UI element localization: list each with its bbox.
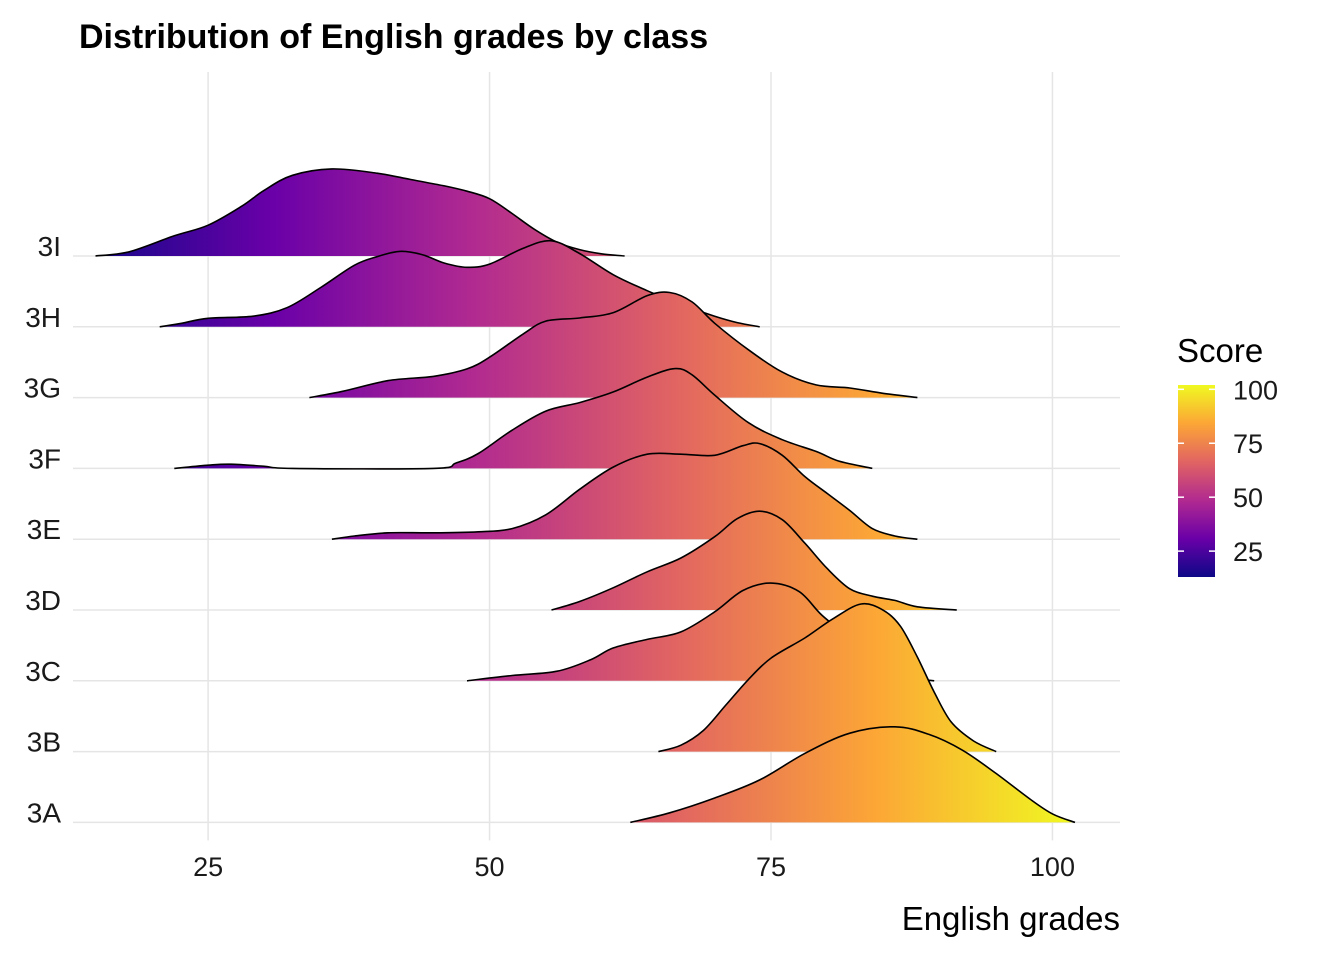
ridge-outline [630,725,1076,824]
category-label: 3H [25,302,61,333]
legend-tick-label: 50 [1233,483,1263,513]
ridge-fill [95,168,625,256]
legend-title: Score [1177,332,1263,369]
ridge-3d [551,510,957,611]
x-axis-title: English grades [902,900,1120,937]
x-tick-label: 50 [475,852,505,882]
category-label: 3F [28,443,61,474]
category-label: 3A [27,797,62,828]
ridge-outline [551,510,957,611]
category-label: 3I [38,231,61,262]
ridge-fill [658,603,997,752]
x-tick-label: 100 [1030,852,1075,882]
ridge-3f [174,367,873,470]
ridge-3g [309,291,918,399]
ridge-fill [159,240,760,327]
ridge-fill [551,511,957,610]
chart-title: Distribution of English grades by class [79,18,709,56]
legend-ticks: 25 50 75 100 [1178,375,1278,567]
ridge-fill [630,726,1075,823]
ridge-3b [658,602,997,753]
ridge-outline [331,442,918,540]
ridge-outline [174,367,873,470]
category-label: 3B [27,727,61,758]
color-legend: Score 25 50 75 100 [1177,332,1278,577]
ridge-3a [630,725,1076,824]
legend-tick-label: 75 [1233,429,1263,459]
ridge-outline [309,291,918,399]
ridge-outline [658,602,997,753]
ridges [95,168,1076,824]
category-label: 3C [25,656,61,687]
legend-tick-label: 25 [1233,537,1263,567]
category-label: 3E [27,514,61,545]
x-tick-label: 25 [193,852,223,882]
category-labels: 3I 3H 3G 3F 3E 3D 3C 3B 3A [24,231,62,828]
x-tick-label: 75 [756,852,786,882]
category-label: 3D [25,585,61,616]
legend-tick-label: 100 [1233,375,1278,405]
category-label: 3G [24,373,61,404]
x-axis-ticks: 25 50 75 100 [193,852,1075,882]
legend-colorbar [1178,385,1215,577]
ridge-fill [174,368,873,469]
